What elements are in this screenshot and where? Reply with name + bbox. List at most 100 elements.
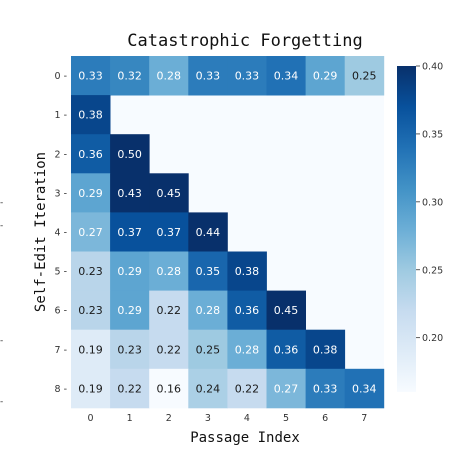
cell-value-label: 0.36	[235, 304, 260, 317]
edge-mark: -	[0, 336, 3, 346]
x-tick-labels: 0 1 2 3 4 5 6 7	[88, 413, 368, 424]
heatmap-cell	[188, 56, 228, 96]
cell-value-label: 0.28	[157, 70, 182, 83]
cell-value-label: 0.28	[196, 304, 221, 317]
cell-value-label: 0.34	[352, 382, 377, 395]
cell-value-label: 0.32	[117, 70, 142, 83]
heatmap-cell	[188, 290, 228, 331]
cell-value-label: 0.29	[117, 265, 142, 278]
colorbar-tick-label: 0.35	[422, 129, 443, 140]
cell-value-label: 0.27	[274, 382, 299, 395]
heatmap-cell	[149, 212, 189, 252]
cell-value-label: 0.23	[78, 265, 103, 278]
heatmap-cell	[71, 95, 111, 135]
edge-mark: -	[0, 198, 3, 208]
heatmap-cell	[110, 329, 150, 370]
y-tick-label: 8 -	[55, 384, 68, 395]
cell-value-label: 0.36	[78, 148, 103, 161]
cell-value-label: 0.33	[235, 70, 260, 83]
heatmap-cell	[110, 368, 150, 409]
heatmap-cell	[71, 368, 111, 409]
colorbar-tick-label: 0.30	[422, 197, 443, 208]
heatmap-cell	[149, 290, 189, 331]
heatmap-cell	[110, 173, 150, 213]
heatmap-cell	[266, 56, 306, 96]
heatmap-cell	[227, 251, 267, 291]
heatmap-cell	[71, 134, 111, 174]
cell-value-label: 0.38	[78, 109, 103, 122]
x-tick-label: 5	[283, 413, 289, 424]
cell-value-label: 0.36	[274, 343, 299, 356]
cell-value-label: 0.25	[196, 343, 221, 356]
cell-value-label: 0.33	[313, 382, 338, 395]
cell-value-label: 0.19	[78, 343, 103, 356]
colorbar-tick-label: 0.40	[422, 62, 443, 73]
cell-value-label: 0.38	[313, 343, 338, 356]
cell-value-label: 0.28	[235, 343, 260, 356]
cell-value-label: 0.19	[78, 382, 103, 395]
x-tick-label: 7	[361, 413, 367, 424]
heatmap-cell	[188, 212, 228, 252]
edge-mark: -	[0, 221, 3, 231]
heatmap-cell	[110, 251, 150, 291]
heatmap-cell	[344, 368, 385, 409]
heatmap-cell	[149, 251, 189, 291]
cell-value-label: 0.37	[117, 226, 142, 239]
heatmap-cell	[110, 212, 150, 252]
x-tick-label: 0	[88, 413, 94, 424]
heatmap-cell	[227, 329, 267, 370]
colorbar-ticks: 0.20 0.25 0.30 0.35 0.40	[416, 62, 443, 344]
cell-value-label: 0.23	[117, 343, 142, 356]
cell-value-label: 0.29	[313, 70, 338, 83]
heatmap-cell	[266, 368, 306, 409]
y-tick-label: 4 -	[55, 227, 68, 238]
cell-value-label: 0.16	[157, 382, 182, 395]
y-tick-label: 1 -	[55, 110, 68, 121]
heatmap-cells: 0.33 0.32 0.28 0.33 0.33 0.34 0.29 0.25 0.38 0.36…	[71, 56, 385, 409]
cell-value-label: 0.22	[157, 343, 182, 356]
edge-mark: -	[0, 397, 3, 407]
heatmap-cell	[305, 329, 346, 370]
y-tick-label: 6 -	[55, 306, 68, 317]
heatmap-cell	[344, 56, 385, 96]
heatmap-cell	[71, 56, 111, 96]
cell-value-label: 0.43	[117, 187, 142, 200]
cell-value-label: 0.45	[274, 304, 299, 317]
heatmap-cell	[305, 56, 346, 96]
heatmap-cell	[305, 368, 346, 409]
heatmap-cell	[71, 290, 111, 331]
heatmap-cell	[227, 56, 267, 96]
cell-value-label: 0.34	[274, 70, 299, 83]
heatmap-cell	[149, 173, 189, 213]
cell-value-label: 0.44	[196, 226, 221, 239]
y-tick-labels: 0 - 1 - 2 - 3 - 4 - 5 - 6 - 7 - 8 -	[55, 71, 68, 395]
heatmap-cell	[188, 368, 228, 409]
cell-value-label: 0.29	[117, 304, 142, 317]
cell-value-label: 0.33	[78, 70, 103, 83]
heatmap-cell	[227, 368, 267, 409]
heatmap-cell	[227, 290, 267, 331]
x-axis-label: Passage Index	[190, 430, 300, 446]
y-tick-label: 0 -	[55, 71, 68, 82]
heatmap-cell	[110, 134, 150, 174]
heatmap-cell	[266, 329, 306, 370]
x-tick-label: 4	[244, 413, 250, 424]
heatmap-cell	[71, 212, 111, 252]
heatmap-cell	[110, 290, 150, 331]
x-tick-label: 3	[205, 413, 211, 424]
cell-value-label: 0.22	[157, 304, 182, 317]
colorbar-tick-label: 0.20	[422, 333, 443, 344]
heatmap-cell	[71, 173, 111, 213]
x-tick-label: 2	[166, 413, 172, 424]
cell-value-label: 0.35	[196, 265, 221, 278]
cell-value-label: 0.50	[117, 148, 142, 161]
y-tick-label: 2 -	[55, 149, 68, 160]
colorbar-tick-label: 0.25	[422, 265, 443, 276]
y-tick-label: 3 -	[55, 188, 68, 199]
cell-value-label: 0.25	[352, 70, 377, 83]
x-tick-label: 1	[127, 413, 133, 424]
cell-value-label: 0.22	[117, 382, 142, 395]
cell-value-label: 0.45	[157, 187, 182, 200]
y-axis-label: Self-Edit Iteration	[33, 152, 49, 312]
